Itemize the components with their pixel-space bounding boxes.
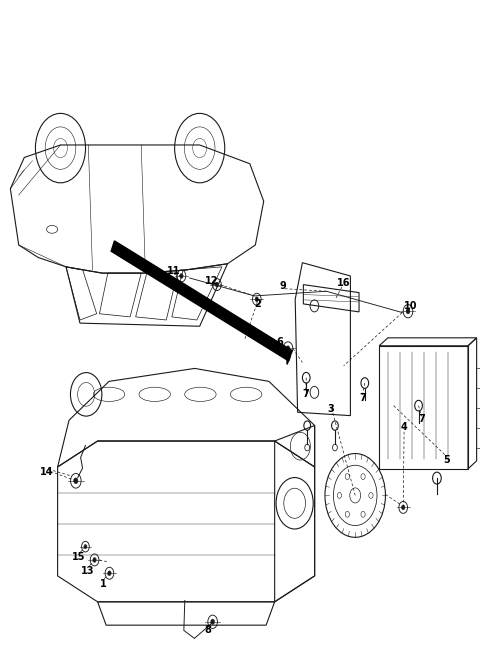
Polygon shape <box>287 347 290 364</box>
Text: 3: 3 <box>328 404 335 414</box>
Text: 13: 13 <box>81 565 94 576</box>
Text: 7: 7 <box>418 414 425 424</box>
Circle shape <box>255 297 259 302</box>
FancyArrow shape <box>111 241 292 361</box>
Text: 11: 11 <box>167 266 180 277</box>
Text: 2: 2 <box>254 299 261 309</box>
Text: 7: 7 <box>302 388 309 399</box>
Text: 16: 16 <box>336 277 350 288</box>
Text: 12: 12 <box>204 275 218 286</box>
Circle shape <box>180 273 183 279</box>
Text: 7: 7 <box>359 392 366 403</box>
Text: 15: 15 <box>72 552 85 563</box>
Text: 6: 6 <box>276 337 283 348</box>
Circle shape <box>211 619 215 624</box>
Circle shape <box>93 557 96 563</box>
Text: 5: 5 <box>443 455 450 465</box>
Text: 1: 1 <box>100 579 107 589</box>
Text: 4: 4 <box>401 422 408 432</box>
Circle shape <box>74 478 78 483</box>
Circle shape <box>108 571 111 576</box>
Circle shape <box>406 309 410 314</box>
Circle shape <box>401 505 405 510</box>
Circle shape <box>84 545 87 549</box>
Circle shape <box>215 282 219 287</box>
Circle shape <box>286 346 290 351</box>
Text: 14: 14 <box>40 467 54 477</box>
Text: 10: 10 <box>404 301 417 311</box>
Text: 9: 9 <box>280 281 287 291</box>
Text: 8: 8 <box>204 625 211 636</box>
